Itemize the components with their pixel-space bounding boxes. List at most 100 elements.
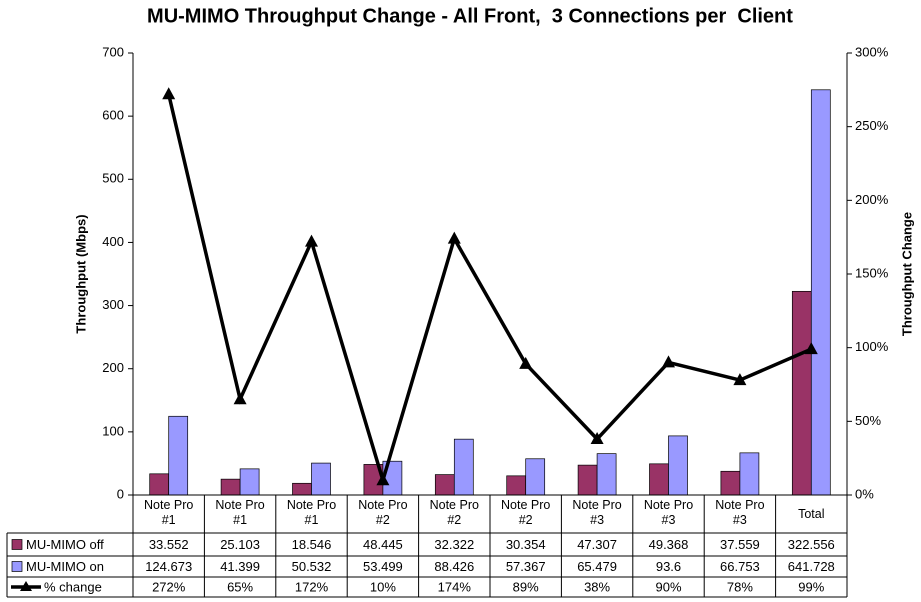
table-value: 53.499 — [363, 559, 403, 574]
line-marker — [305, 234, 318, 247]
x-category-cell: Note Pro #3 — [643, 498, 694, 527]
bar — [506, 475, 527, 496]
table-value: 10% — [370, 579, 396, 594]
table-value: 32.322 — [434, 537, 474, 552]
table-value: 272% — [152, 579, 186, 594]
table-value: 66.753 — [720, 559, 760, 574]
table-value: 172% — [295, 579, 329, 594]
y2-tick-label: 150% — [855, 265, 889, 280]
x-category-cell: Note Pro #2 — [358, 498, 408, 527]
y2-tick-label: 200% — [855, 192, 889, 207]
y-tick-label: 600 — [102, 108, 124, 123]
y2-tick-label: 50% — [855, 413, 881, 428]
table-value: 65% — [227, 579, 253, 594]
x-category-cell: Note Pro #3 — [715, 498, 765, 527]
table-value: 49.368 — [649, 537, 689, 552]
line-marker — [733, 373, 747, 386]
x-tick-label: Total — [798, 507, 825, 521]
x-tick-label: Note Pro #3 — [715, 498, 765, 527]
line-marker — [662, 355, 675, 368]
table-value: 322.556 — [788, 537, 835, 552]
bar — [739, 452, 760, 496]
x-category-cell: Note Pro #2 — [429, 498, 479, 527]
table-value: 88.426 — [434, 559, 474, 574]
legend-label: MU-MIMO off — [26, 537, 104, 552]
line-marker — [162, 87, 176, 100]
bar — [525, 458, 546, 496]
table-value: 93.6 — [656, 559, 681, 574]
table-value: 78% — [727, 579, 753, 594]
y-axis-title: Throughput (Mbps) — [73, 214, 88, 333]
x-tick-label: Note Pro #2 — [358, 498, 408, 527]
x-tick-label: Note Pro #3 — [643, 498, 694, 527]
table-value: 124.673 — [145, 559, 192, 574]
table-value: 25.103 — [220, 537, 260, 552]
chart-title: MU-MIMO Throughput Change - All Front, 3… — [147, 5, 793, 27]
y-tick-label: 700 — [102, 44, 124, 59]
x-category-cell: Note Pro #1 — [144, 498, 194, 527]
y-tick-label: 100 — [102, 423, 124, 438]
table-value: 47.307 — [577, 537, 617, 552]
table-value: 37.559 — [720, 537, 760, 552]
bar — [453, 438, 474, 496]
x-category-cell: Note Pro #1 — [287, 498, 336, 527]
y-tick-label: 200 — [102, 360, 124, 375]
table-value: 65.479 — [577, 559, 617, 574]
x-category-cell: Note Pro #2 — [501, 498, 551, 527]
bar — [239, 468, 260, 496]
table-value: 89% — [513, 579, 539, 594]
y2-tick-label: 250% — [855, 118, 889, 133]
y-tick-label: 400 — [102, 234, 124, 249]
table-value: 30.354 — [506, 537, 546, 552]
line-marker — [804, 342, 818, 355]
legend-label: MU-MIMO on — [26, 559, 104, 574]
bar — [220, 478, 241, 496]
line-marker — [519, 356, 533, 369]
legend-key — [11, 539, 23, 550]
table-value: 41.399 — [220, 559, 260, 574]
table-value: 48.445 — [363, 537, 403, 552]
x-category-cell: Note Pro #3 — [572, 498, 622, 527]
x-tick-label: Note Pro #1 — [144, 498, 194, 527]
x-category-cell: Total — [798, 507, 825, 521]
line-marker — [447, 231, 461, 244]
x-category-cell: Note Pro #1 — [215, 498, 265, 527]
bar — [149, 473, 170, 496]
legend-key — [20, 581, 32, 591]
y-tick-label: 300 — [102, 297, 124, 312]
table-value: 174% — [438, 579, 472, 594]
bar — [311, 462, 331, 496]
y-tick-label: 500 — [102, 171, 124, 186]
line — [166, 93, 812, 487]
table-value: 57.367 — [506, 559, 546, 574]
bar — [292, 482, 312, 496]
x-tick-label: Note Pro #2 — [501, 498, 551, 527]
bar — [168, 415, 189, 496]
bar — [720, 470, 741, 496]
bar — [434, 474, 455, 496]
legend-key — [11, 561, 23, 572]
bar — [649, 463, 669, 496]
bar — [810, 89, 831, 496]
y2-tick-label: 0% — [855, 486, 874, 501]
x-tick-label: Note Pro #2 — [429, 498, 479, 527]
table-value: 33.552 — [149, 537, 189, 552]
table-value: 90% — [655, 579, 681, 594]
line-marker — [233, 392, 247, 405]
line-marker — [590, 432, 604, 445]
y2-axis-title: Throughput Change — [899, 212, 914, 336]
x-tick-label: Note Pro #3 — [572, 498, 622, 527]
table-value: 641.728 — [788, 559, 835, 574]
table-value: 99% — [798, 579, 824, 594]
legend-label: % change — [44, 579, 102, 594]
y2-tick-label: 100% — [855, 339, 889, 354]
x-tick-label: Note Pro #1 — [215, 498, 265, 527]
bar — [577, 464, 598, 496]
table-value: 18.546 — [292, 537, 332, 552]
bar — [596, 453, 617, 496]
line-marker — [376, 473, 390, 486]
table-value: 38% — [584, 579, 610, 594]
bar — [791, 290, 812, 496]
y-tick-label: 0 — [117, 486, 124, 501]
